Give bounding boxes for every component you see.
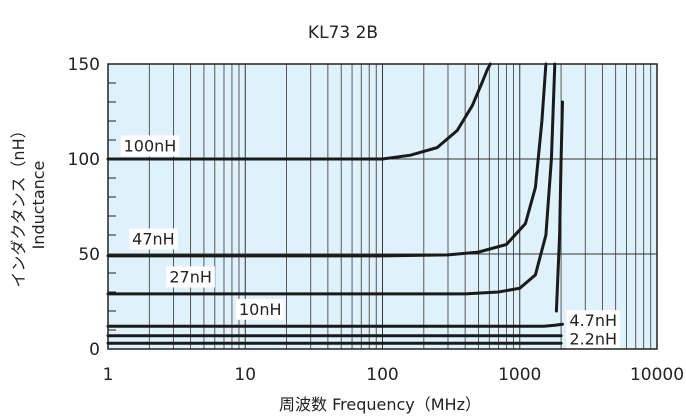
y-tick-label: 0 [89, 340, 100, 360]
series-label-background [235, 298, 285, 320]
series-curve-segment-4 [554, 100, 564, 313]
series-label-background [120, 135, 180, 157]
series-curve-100nH [106, 62, 492, 161]
series-label: 27nH [169, 268, 212, 287]
series-label: 47nH [132, 230, 175, 249]
x-axis-label: 周波数 Frequency（MHz） [279, 395, 481, 414]
x-tick-label: 1 [103, 365, 114, 385]
series-label: 4.7nH [569, 311, 617, 330]
series-label-background [566, 310, 621, 332]
x-tick-label: 10000 [630, 365, 684, 385]
x-tick-label: 10 [234, 365, 256, 385]
plot-frame [107, 63, 658, 350]
y-axis-label-en: Inductance [29, 161, 48, 250]
x-tick-label: 100 [366, 365, 398, 385]
chart-title: KL73 2B [308, 23, 378, 43]
series-label: 10nH [239, 300, 282, 319]
series-label-background [129, 228, 178, 250]
series-label-background [166, 266, 215, 288]
series-curve-27nH [106, 62, 557, 296]
y-tick-label: 150 [68, 55, 100, 75]
series-label: 100nH [124, 136, 177, 155]
series-curve-47nH [106, 62, 548, 258]
series-label-background [566, 328, 621, 350]
y-tick-label: 50 [78, 245, 100, 265]
x-tick-label: 1000 [498, 365, 541, 385]
y-axis-label-jp: インダクタンス（nH） [9, 122, 28, 287]
series-curve-10nH [106, 322, 564, 328]
series-label: 2.2nH [569, 329, 617, 348]
y-tick-label: 100 [68, 150, 100, 170]
